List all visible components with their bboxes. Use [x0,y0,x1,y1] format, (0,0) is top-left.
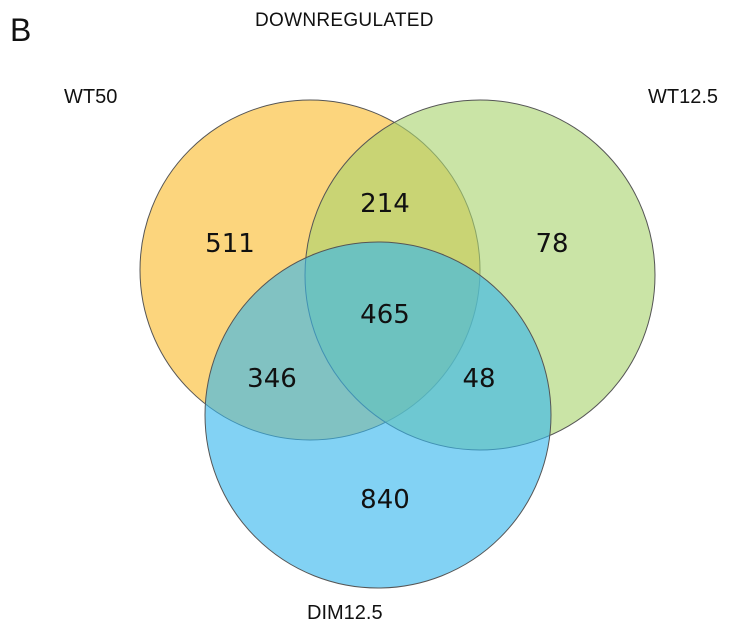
diagram-title: DOWNREGULATED [255,10,434,31]
set-label-wt125: WT12.5 [648,86,719,108]
count-dim125-only: 840 [360,485,410,515]
count-wt125-only: 78 [535,229,568,259]
set-label-dim125: DIM12.5 [307,602,383,624]
count-wt50-only: 511 [205,229,255,259]
circle-dim125 [204,241,552,589]
count-all-three: 465 [360,300,410,330]
count-wt50-dim125: 346 [247,364,297,394]
set-label-wt50: WT50 [64,86,118,108]
count-wt50-wt125: 214 [360,189,410,219]
panel-letter: B [10,12,32,48]
count-wt125-dim125: 48 [462,364,495,394]
